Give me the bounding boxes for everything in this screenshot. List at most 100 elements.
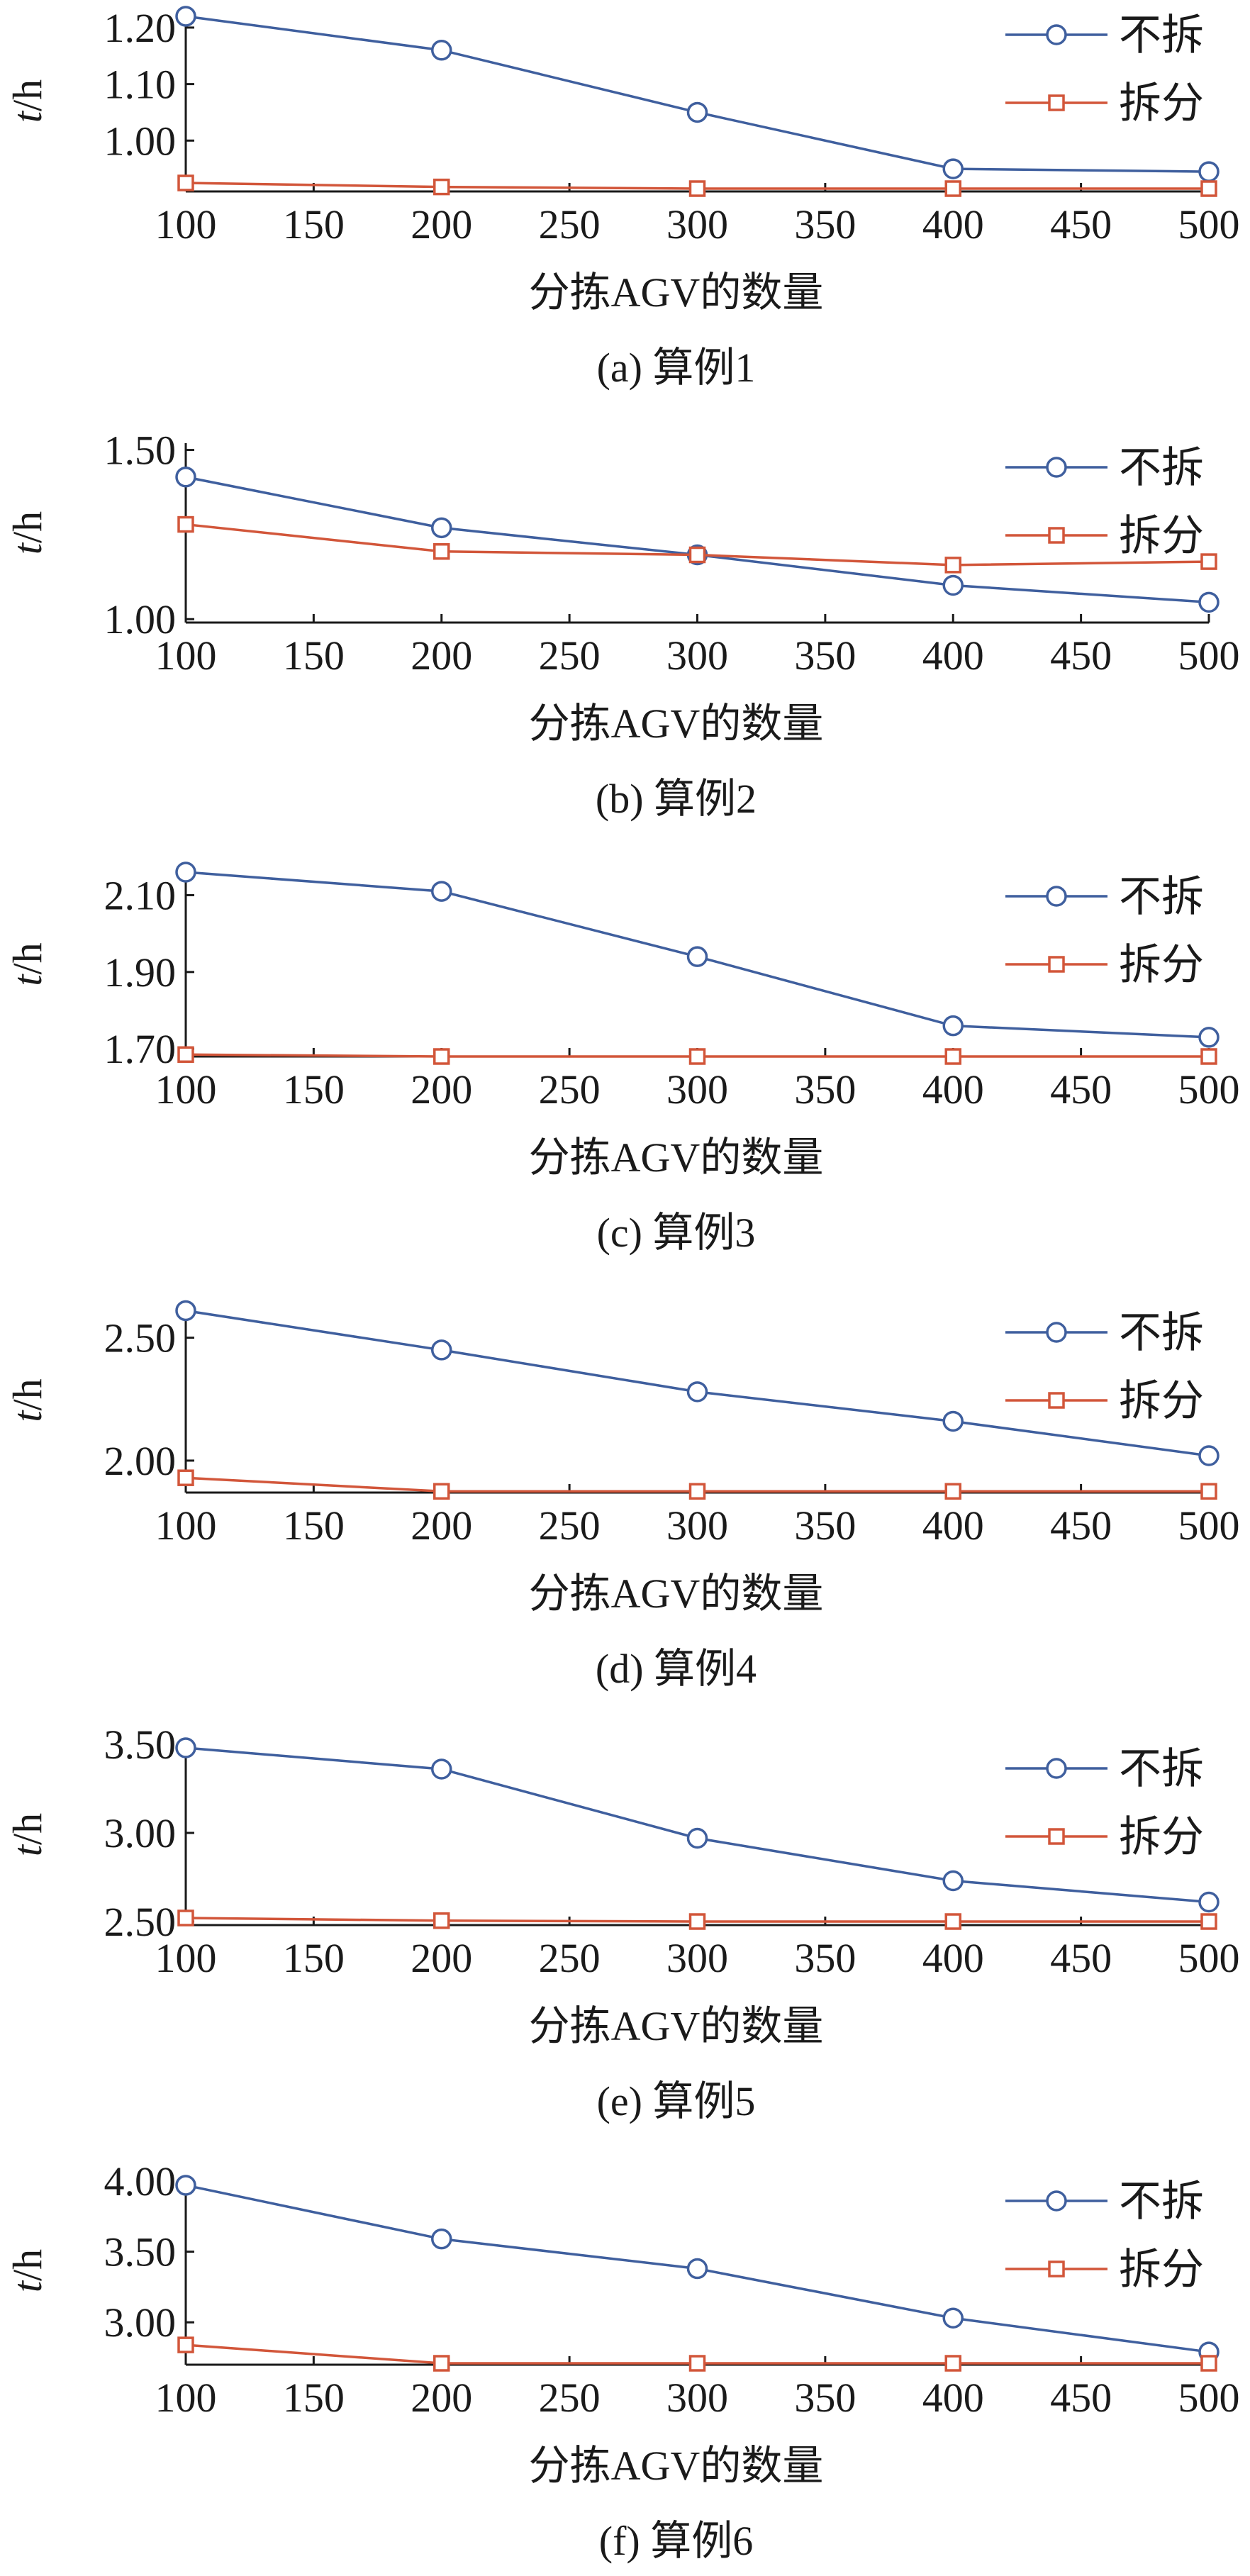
data-point-circle — [942, 2307, 964, 2329]
y-tick-label: 3.50 — [104, 2229, 177, 2275]
legend-label: 拆分 — [1119, 1378, 1204, 1424]
data-point-circle — [1198, 1027, 1220, 1048]
x-tick-label: 250 — [539, 1935, 601, 1981]
x-tick-label: 150 — [283, 1502, 345, 1549]
panel-caption: (e) 算例5 — [597, 2078, 756, 2124]
y-tick-label: 1.00 — [104, 118, 177, 164]
legend-label: 拆分 — [1119, 942, 1204, 988]
data-point-square — [1200, 180, 1217, 197]
x-axis-label: 分拣AGV的数量 — [529, 269, 824, 316]
y-tick-label: 2.50 — [104, 1315, 177, 1361]
y-tick-label: 1.10 — [104, 62, 177, 108]
data-point-circle — [1198, 591, 1220, 613]
x-tick-label: 350 — [794, 1066, 856, 1113]
data-point-circle — [175, 1300, 196, 1322]
x-tick-label: 200 — [411, 201, 472, 247]
data-point-square — [177, 1046, 194, 1064]
y-axis-label: t/h — [4, 1378, 50, 1422]
legend-label: 不拆 — [1119, 445, 1204, 491]
x-tick-label: 400 — [922, 2375, 984, 2421]
chart-panel-1: 100 150 200 250 300 350 400 450 500 1.00 1.10 1.20 t… — [4, 5, 1240, 391]
y-tick-label: 1.90 — [104, 949, 177, 996]
x-axis-label: 分拣AGV的数量 — [529, 1571, 824, 1617]
x-tick-label: 300 — [666, 632, 728, 679]
legend-label: 不拆 — [1119, 1746, 1204, 1792]
data-point-square — [688, 180, 706, 197]
x-tick-label: 250 — [539, 2375, 601, 2421]
y-tick-label: 2.50 — [104, 1899, 177, 1945]
legend-marker-circle — [1046, 886, 1067, 907]
data-point-square — [1200, 2355, 1217, 2372]
x-tick-label: 300 — [666, 201, 728, 247]
y-tick-label: 2.00 — [104, 1438, 177, 1484]
x-tick-label: 150 — [283, 632, 345, 679]
legend-label: 拆分 — [1119, 80, 1204, 127]
legend-marker-circle — [1046, 1758, 1067, 1779]
data-point-circle — [175, 1737, 196, 1758]
chart-panel-2: 100 150 200 250 300 350 400 450 500 1.00 1.50 t/h 分拣… — [4, 428, 1240, 822]
legend-marker-circle — [1046, 1322, 1067, 1343]
data-point-square — [433, 1483, 450, 1500]
panel-caption: (c) 算例3 — [597, 1210, 756, 1256]
x-tick-label: 400 — [922, 1502, 984, 1549]
legend-marker-square — [1048, 2260, 1065, 2277]
y-tick-label: 4.00 — [104, 2158, 177, 2204]
x-tick-label: 450 — [1050, 632, 1112, 679]
x-axis-label: 分拣AGV的数量 — [529, 701, 824, 747]
y-tick-label: 3.00 — [104, 1810, 177, 1856]
x-tick-label: 500 — [1178, 1066, 1240, 1113]
data-point-circle — [686, 946, 708, 967]
data-point-square — [177, 1469, 194, 1486]
x-tick-label: 150 — [283, 1935, 345, 1981]
x-tick-label: 250 — [539, 201, 601, 247]
y-tick-label: 1.00 — [104, 596, 177, 642]
x-tick-label: 250 — [539, 632, 601, 679]
data-point-circle — [175, 2175, 196, 2196]
y-tick-label: 1.50 — [104, 428, 177, 474]
legend-label: 不拆 — [1119, 12, 1204, 59]
panel-caption: (d) 算例4 — [596, 1646, 757, 1692]
data-point-circle — [942, 574, 964, 596]
x-tick-label: 450 — [1050, 2375, 1112, 2421]
x-tick-label: 100 — [155, 1066, 217, 1113]
data-point-square — [1200, 1048, 1217, 1065]
x-tick-label: 300 — [666, 2375, 728, 2421]
legend-marker-circle — [1046, 457, 1067, 478]
chart-panel-5: 100 150 200 250 300 350 400 450 500 2.50 3.00 3.50 t… — [4, 1722, 1240, 2124]
data-point-square — [433, 2355, 450, 2372]
data-point-square — [433, 543, 450, 560]
x-tick-label: 250 — [539, 1066, 601, 1113]
data-point-square — [433, 1048, 450, 1065]
x-tick-label: 350 — [794, 201, 856, 247]
x-tick-label: 500 — [1178, 2375, 1240, 2421]
x-tick-label: 400 — [922, 1066, 984, 1113]
data-point-circle — [431, 517, 452, 539]
data-point-square — [688, 1483, 706, 1500]
x-tick-label: 500 — [1178, 201, 1240, 247]
legend-marker-square — [1048, 94, 1065, 111]
x-tick-label: 500 — [1178, 632, 1240, 679]
data-point-circle — [1198, 161, 1220, 182]
data-point-square — [944, 557, 961, 574]
legend-marker-square — [1048, 1828, 1065, 1845]
data-point-square — [433, 178, 450, 196]
x-tick-label: 200 — [411, 1502, 472, 1549]
data-point-circle — [942, 1410, 964, 1432]
x-tick-label: 100 — [155, 632, 217, 679]
legend-label: 拆分 — [1119, 513, 1204, 559]
legend-marker-square — [1048, 1392, 1065, 1409]
y-axis-label: t/h — [4, 511, 50, 554]
x-tick-label: 350 — [794, 2375, 856, 2421]
legend-label: 不拆 — [1119, 1310, 1204, 1356]
legend-marker-circle — [1046, 24, 1067, 45]
panel-caption: (a) 算例1 — [597, 345, 756, 391]
legend-marker-square — [1048, 527, 1065, 544]
legend-label: 不拆 — [1119, 874, 1204, 920]
data-point-square — [944, 1048, 961, 1065]
data-point-square — [433, 1912, 450, 1929]
data-point-square — [177, 515, 194, 533]
